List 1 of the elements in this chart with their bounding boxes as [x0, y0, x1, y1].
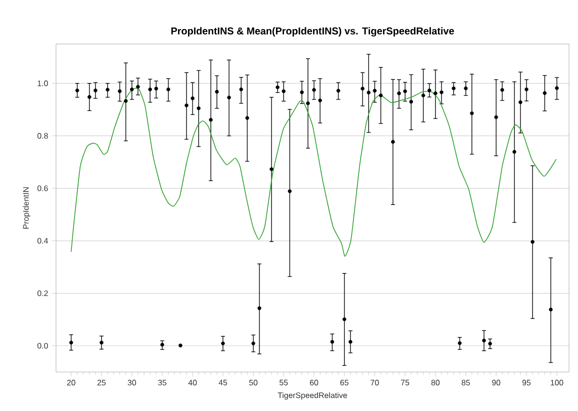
chart-title: PropIdentINS & Mean(PropIdentINS) vs. TigerSpeedRelative	[171, 27, 454, 36]
